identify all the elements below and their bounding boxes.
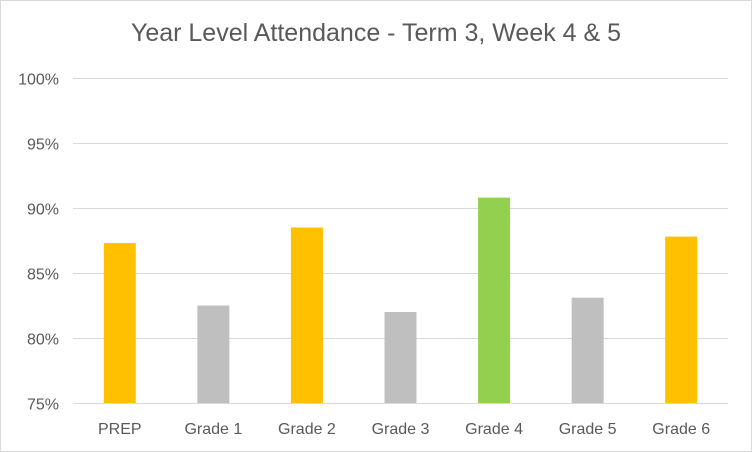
bar-grade-5 — [571, 297, 604, 403]
bar-grade-1 — [197, 305, 230, 403]
y-tick-label: 90% — [27, 202, 59, 219]
x-tick-label: Grade 3 — [372, 421, 430, 438]
y-tick-label: 95% — [27, 137, 59, 154]
chart-title: Year Level Attendance - Term 3, Week 4 &… — [130, 19, 622, 47]
x-tick-label: Grade 2 — [278, 421, 336, 438]
bar-grade-4 — [478, 197, 511, 403]
bar-prep — [103, 243, 136, 403]
bar-grade-3 — [384, 312, 417, 403]
y-tick-label: 75% — [27, 397, 59, 414]
x-tick-label: Grade 6 — [652, 421, 710, 438]
y-tick-label: 85% — [27, 267, 59, 284]
x-tick-label: Grade 4 — [465, 421, 523, 438]
y-tick-label: 100% — [18, 72, 59, 89]
bar-grade-6 — [665, 236, 698, 403]
bar-grade-2 — [290, 227, 323, 403]
y-tick-label: 80% — [27, 332, 59, 349]
x-tick-label: Grade 1 — [184, 421, 242, 438]
x-tick-label: PREP — [98, 421, 142, 438]
x-tick-label: Grade 5 — [559, 421, 617, 438]
